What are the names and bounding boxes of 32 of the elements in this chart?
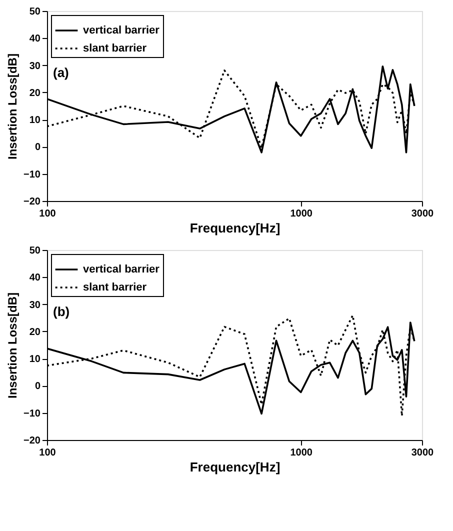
annotation: (b) <box>53 304 70 319</box>
y-tick-label: 30 <box>29 300 41 311</box>
legend-label: slant barrier <box>83 42 148 54</box>
x-axis-title: Frequency[Hz] <box>190 220 280 236</box>
x-tick-label: 3000 <box>411 448 434 458</box>
y-tick-label: 0 <box>34 142 41 154</box>
y-tick-label: 20 <box>29 88 41 99</box>
annotation: (a) <box>53 65 69 80</box>
y-tick-label: 50 <box>29 6 41 18</box>
y-tick-label: 30 <box>29 60 41 72</box>
y-tick-label: −10 <box>24 169 41 180</box>
y-axis-title: Insertion Loss[dB] <box>6 53 20 160</box>
legend-label: vertical barrier <box>83 24 160 36</box>
y-axis-title: Insertion Loss[dB] <box>6 292 20 399</box>
x-tick-label: 1000 <box>290 448 313 458</box>
y-tick-label: −20 <box>24 196 41 208</box>
x-tick-label: 100 <box>39 208 56 220</box>
x-tick-label: 1000 <box>290 208 313 220</box>
y-tick-label: 40 <box>29 34 41 45</box>
legend-label: slant barrier <box>83 282 148 294</box>
y-tick-label: 0 <box>34 381 41 392</box>
legend-label: vertical barrier <box>83 264 160 276</box>
y-tick-label: −20 <box>24 436 41 446</box>
y-tick-label: 10 <box>29 354 41 366</box>
y-tick-label: 20 <box>29 326 41 338</box>
y-tick-label: 40 <box>29 272 41 284</box>
y-tick-label: 50 <box>29 246 41 256</box>
x-tick-label: 100 <box>39 448 56 458</box>
y-tick-label: −10 <box>24 408 41 420</box>
x-axis-title: Frequency[Hz] <box>190 460 280 474</box>
x-tick-label: 3000 <box>411 208 434 220</box>
y-tick-label: 10 <box>29 115 41 126</box>
